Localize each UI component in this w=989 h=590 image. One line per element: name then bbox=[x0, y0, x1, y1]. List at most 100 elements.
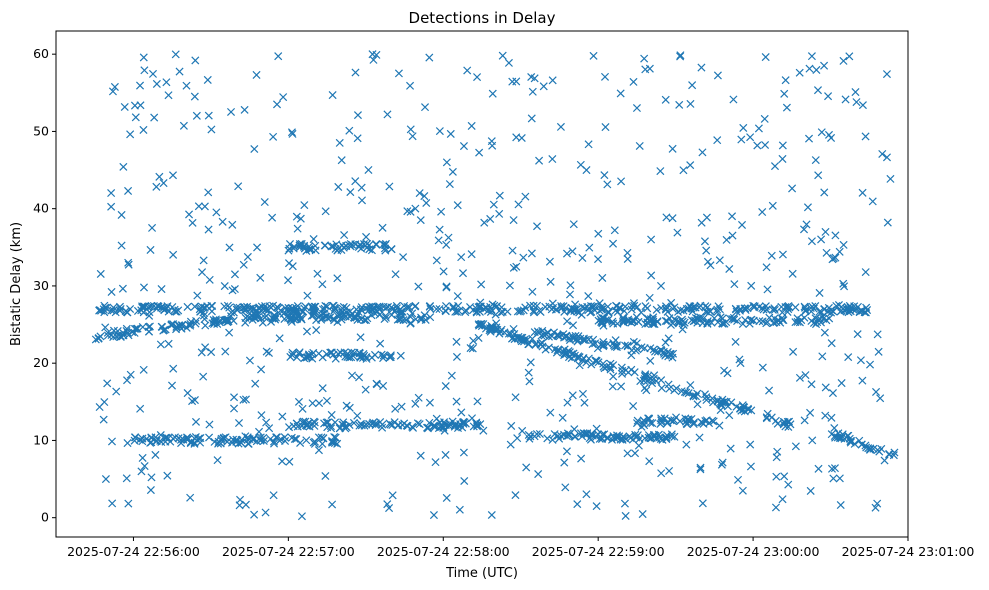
data-point bbox=[335, 424, 344, 433]
data-point bbox=[800, 416, 809, 425]
data-point bbox=[543, 434, 552, 443]
data-point bbox=[668, 144, 677, 153]
data-point bbox=[661, 302, 670, 311]
data-point bbox=[367, 246, 376, 255]
data-point bbox=[442, 282, 451, 291]
data-point bbox=[525, 377, 534, 386]
data-point bbox=[733, 317, 742, 326]
data-point bbox=[811, 156, 820, 165]
data-point bbox=[629, 402, 638, 411]
data-point bbox=[555, 332, 564, 341]
data-point bbox=[548, 299, 557, 308]
data-point bbox=[352, 313, 361, 322]
data-point bbox=[447, 371, 456, 380]
data-point bbox=[754, 124, 763, 133]
data-point bbox=[818, 312, 827, 321]
data-point bbox=[827, 308, 836, 317]
data-point bbox=[603, 434, 612, 443]
data-point bbox=[360, 421, 369, 430]
data-point bbox=[190, 92, 199, 101]
data-point bbox=[124, 186, 133, 195]
data-point bbox=[851, 88, 860, 97]
data-point bbox=[856, 356, 865, 365]
data-point bbox=[345, 126, 354, 135]
data-point bbox=[279, 309, 288, 318]
data-point bbox=[640, 54, 649, 63]
data-point bbox=[561, 483, 570, 492]
data-point bbox=[309, 235, 318, 244]
data-point bbox=[519, 253, 528, 262]
data-point bbox=[618, 434, 627, 443]
data-point bbox=[809, 318, 818, 327]
data-point bbox=[746, 440, 755, 449]
data-point bbox=[414, 393, 423, 402]
data-point bbox=[650, 320, 659, 329]
data-point bbox=[738, 486, 747, 495]
data-point bbox=[778, 141, 787, 150]
data-point bbox=[284, 246, 293, 255]
data-point bbox=[251, 379, 260, 388]
data-point bbox=[600, 72, 610, 81]
data-point bbox=[164, 339, 173, 348]
data-point bbox=[535, 429, 544, 439]
data-point bbox=[275, 309, 284, 318]
data-point bbox=[814, 315, 823, 324]
data-point bbox=[670, 315, 679, 324]
data-point bbox=[183, 389, 192, 398]
data-point bbox=[600, 171, 609, 180]
data-point bbox=[599, 340, 608, 349]
data-point bbox=[656, 281, 666, 290]
data-point bbox=[136, 404, 145, 413]
data-point bbox=[140, 462, 149, 471]
data-point bbox=[204, 188, 213, 197]
data-point bbox=[808, 436, 817, 445]
data-point bbox=[841, 95, 850, 104]
data-point bbox=[687, 304, 696, 313]
data-point bbox=[858, 188, 867, 197]
data-point bbox=[861, 268, 870, 277]
data-point bbox=[533, 222, 542, 231]
data-point bbox=[599, 337, 608, 347]
data-point bbox=[193, 291, 202, 300]
data-point bbox=[118, 284, 127, 293]
data-point bbox=[861, 308, 870, 317]
data-point bbox=[250, 510, 259, 519]
data-point bbox=[200, 202, 209, 211]
data-point bbox=[657, 376, 666, 385]
data-point bbox=[544, 343, 553, 352]
data-point bbox=[728, 212, 737, 221]
data-point bbox=[321, 301, 330, 310]
data-point bbox=[850, 302, 859, 311]
data-point bbox=[337, 315, 346, 324]
data-point bbox=[122, 324, 131, 333]
data-point bbox=[245, 435, 254, 444]
data-point bbox=[257, 365, 266, 374]
data-point bbox=[621, 511, 630, 520]
data-point bbox=[585, 434, 594, 443]
data-point bbox=[594, 229, 603, 238]
data-point bbox=[338, 420, 347, 429]
data-point bbox=[667, 432, 676, 441]
data-point bbox=[584, 292, 593, 301]
data-point bbox=[577, 454, 586, 463]
data-point bbox=[598, 313, 607, 322]
data-point bbox=[528, 287, 537, 296]
data-point bbox=[452, 352, 462, 361]
data-point bbox=[723, 402, 732, 411]
data-point bbox=[827, 339, 836, 348]
data-point bbox=[310, 302, 319, 311]
data-point bbox=[657, 414, 666, 423]
data-point bbox=[534, 470, 543, 479]
data-point bbox=[300, 241, 309, 250]
data-point bbox=[97, 306, 106, 315]
data-point bbox=[567, 354, 576, 363]
data-point bbox=[536, 307, 545, 316]
data-point bbox=[741, 304, 750, 313]
data-point bbox=[666, 320, 675, 329]
data-point bbox=[728, 314, 737, 324]
data-point bbox=[124, 499, 133, 508]
data-point bbox=[535, 156, 544, 165]
data-point bbox=[423, 424, 432, 433]
data-point bbox=[649, 432, 658, 441]
